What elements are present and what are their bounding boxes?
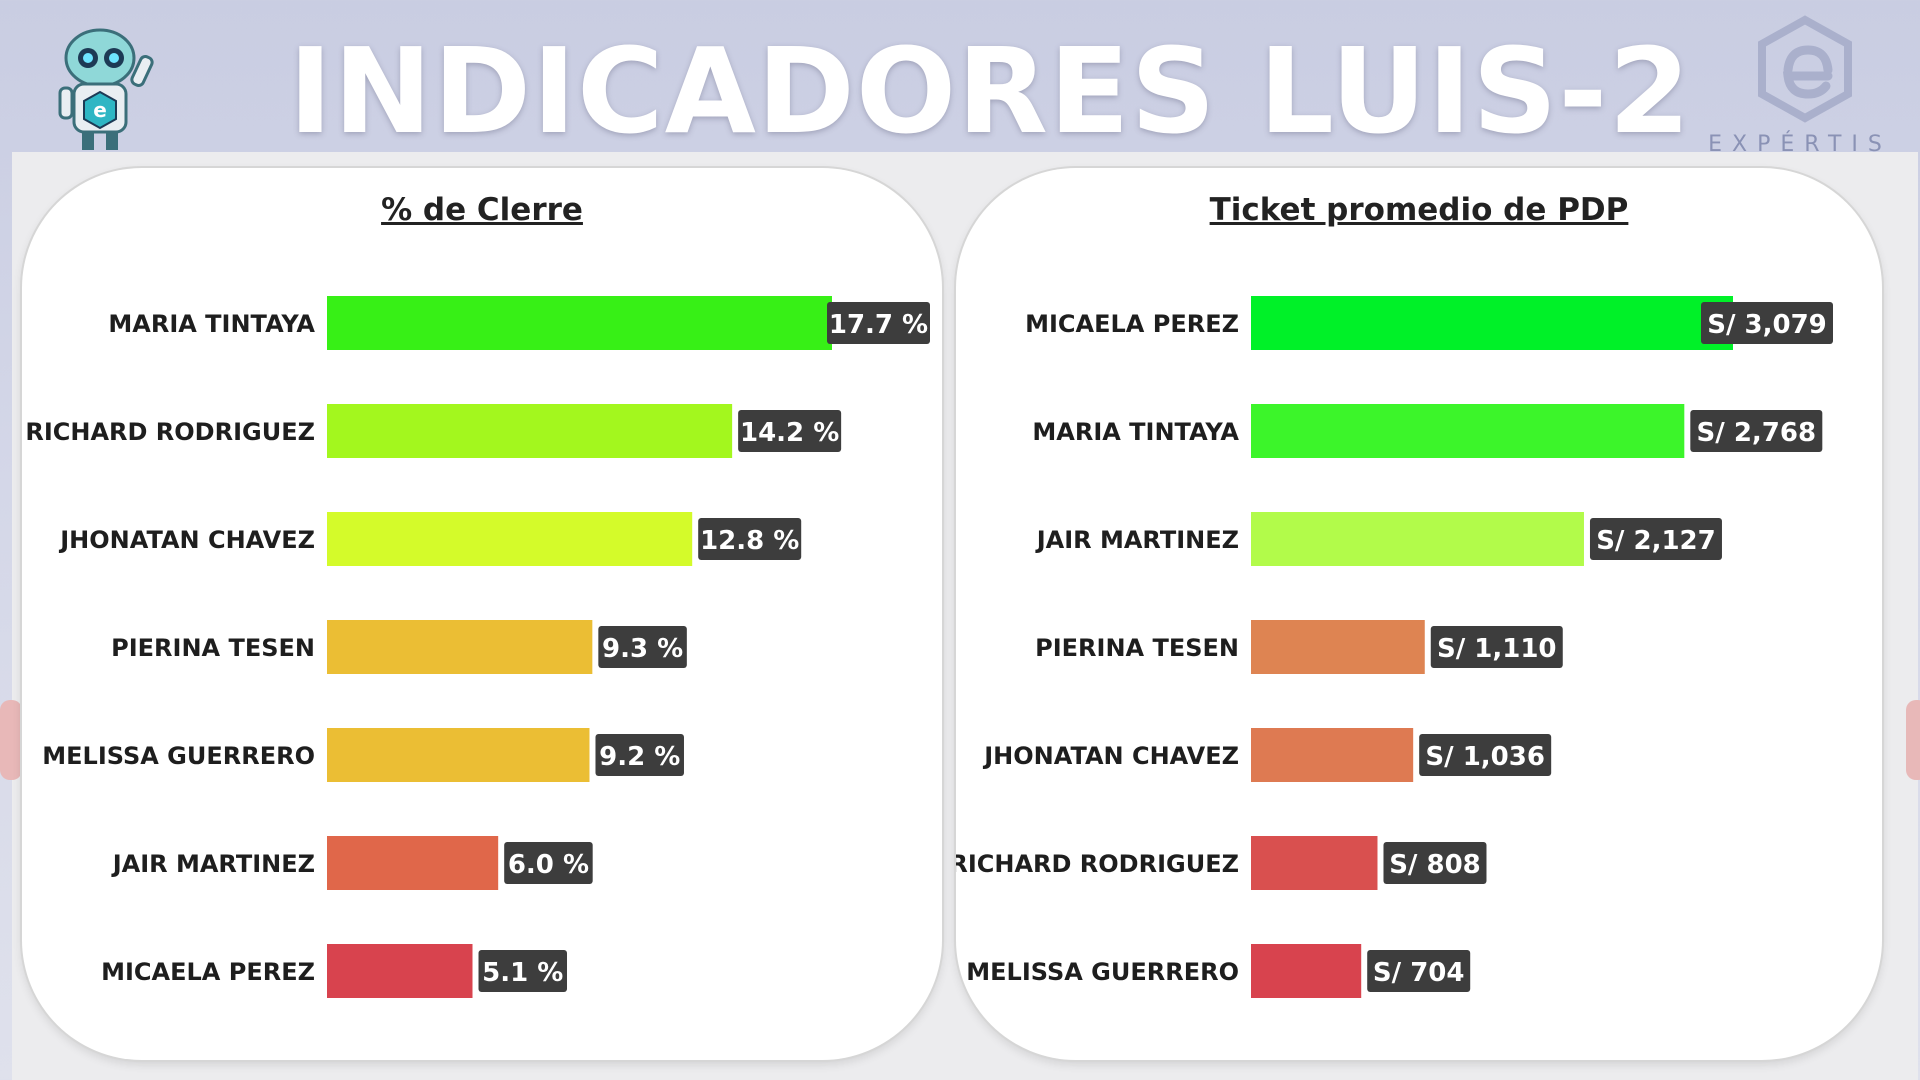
bar	[1251, 620, 1425, 674]
bar	[1251, 512, 1584, 566]
decorative-shape-right	[1906, 700, 1920, 780]
category-label: MELISSA GUERRERO	[966, 958, 1239, 986]
category-label: MARIA TINTAYA	[1032, 418, 1239, 446]
category-label: MICAELA PEREZ	[101, 958, 315, 986]
data-label-bg	[698, 518, 802, 560]
category-label: PIERINA TESEN	[1035, 634, 1239, 662]
page-title: INDICADORES LUIS-2	[288, 22, 1692, 160]
bar	[327, 512, 693, 566]
data-label: 9.3 %	[602, 634, 683, 664]
robot-mascot-icon: e	[52, 18, 162, 153]
data-label: S/ 1,110	[1437, 634, 1557, 664]
bar-chart-ticket: MICAELA PEREZ S/ 3,079 MARIA TINTAYA S/ 2,7…	[956, 296, 1833, 998]
data-label-bg	[1690, 410, 1823, 452]
chart-title: % de Clerre	[381, 192, 583, 228]
data-label-bg	[1430, 626, 1563, 668]
bar	[327, 836, 499, 890]
data-label: 6.0 %	[508, 850, 589, 880]
data-label: S/ 2,127	[1596, 526, 1716, 556]
chart-panel-ticket: Ticket promedio de PDP MICAELA PEREZ S/ 3…	[956, 168, 1882, 1060]
data-label-bg	[595, 734, 684, 776]
bar	[327, 620, 593, 674]
category-label: MARIA TINTAYA	[108, 310, 315, 338]
data-label-bg	[504, 842, 593, 884]
data-label-bg	[1701, 302, 1833, 344]
expertis-logo: EXPÉRTIS	[1690, 14, 1910, 159]
decorative-shape-left	[0, 700, 22, 780]
bar	[327, 728, 590, 782]
data-label-bg	[1383, 842, 1487, 884]
data-label-bg	[738, 410, 842, 452]
category-label: RICHARD RODRIGUEZ	[956, 850, 1239, 878]
data-label-bg	[598, 626, 687, 668]
bar	[327, 296, 832, 350]
bar	[327, 944, 473, 998]
category-label: PIERINA TESEN	[111, 634, 315, 662]
data-label-bg	[1367, 950, 1471, 992]
category-label: JAIR MARTINEZ	[111, 850, 315, 878]
category-label: MICAELA PEREZ	[1025, 310, 1239, 338]
data-label: S/ 2,768	[1697, 418, 1817, 448]
bar	[1251, 944, 1362, 998]
svg-text:e: e	[93, 98, 107, 122]
data-label-bg	[478, 950, 568, 992]
bar-chart-cierre: MARIA TINTAYA 17.7 % RICHARD RODRIGUEZ 14.2…	[25, 296, 930, 998]
hexagon-e-logo-icon	[1758, 15, 1852, 123]
bar	[1251, 404, 1685, 458]
data-label-bg	[827, 302, 930, 344]
category-label: JAIR MARTINEZ	[1035, 526, 1239, 554]
chart-panel-cierre: % de Clerre MARIA TINTAYA 17.7 % RICHARD R…	[22, 168, 942, 1060]
data-label-bg	[1589, 518, 1722, 560]
bar	[327, 404, 733, 458]
bar	[1251, 296, 1733, 350]
data-label: S/ 704	[1373, 958, 1465, 988]
category-label: MELISSA GUERRERO	[42, 742, 315, 770]
data-label: 5.1 %	[482, 958, 563, 988]
data-label: 12.8 %	[700, 526, 799, 556]
data-label: S/ 808	[1389, 850, 1481, 880]
data-label: 17.7 %	[829, 310, 928, 340]
category-label: JHONATAN CHAVEZ	[982, 742, 1239, 770]
data-label-bg	[1419, 734, 1552, 776]
data-label: 14.2 %	[740, 418, 839, 448]
category-label: RICHARD RODRIGUEZ	[25, 418, 315, 446]
chart-title: Ticket promedio de PDP	[1209, 192, 1629, 228]
category-label: JHONATAN CHAVEZ	[58, 526, 315, 554]
bar	[1251, 728, 1414, 782]
logo-text: EXPÉRTIS	[1708, 132, 1892, 157]
data-label: 9.2 %	[599, 742, 680, 772]
bar	[1251, 836, 1378, 890]
data-label: S/ 1,036	[1425, 742, 1545, 772]
data-label: S/ 3,079	[1707, 310, 1827, 340]
